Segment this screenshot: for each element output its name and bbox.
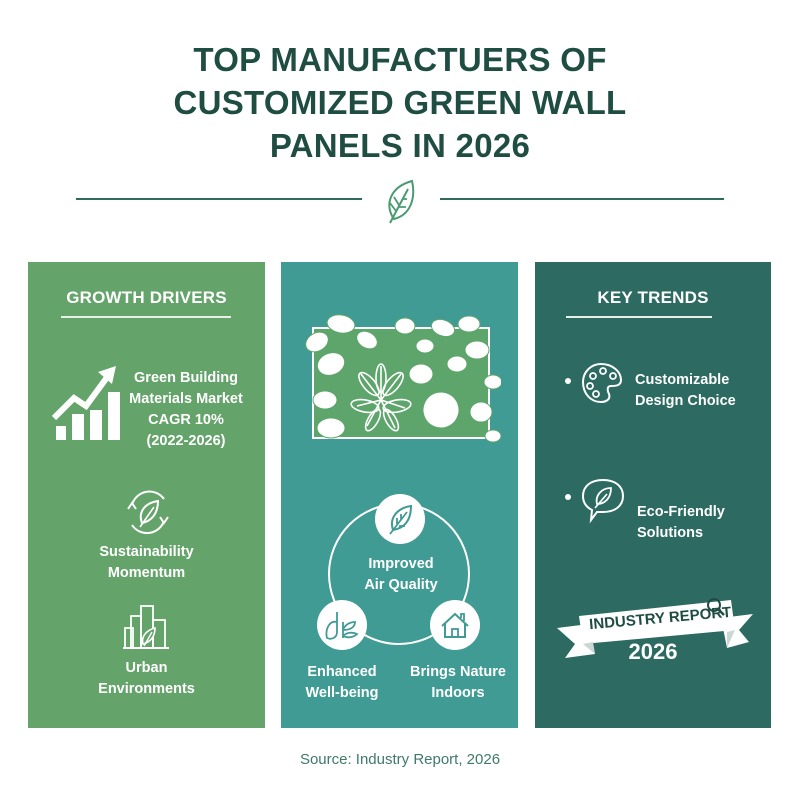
page-title: TOP MANUFACTUERS OF CUSTOMIZED GREEN WAL… [0,38,800,167]
well-being-node [317,600,367,650]
growth-drivers-panel: GROWTH DRIVERS Green Building Materials … [28,262,265,728]
palette-icon [581,362,623,404]
urban-line-1: Urban [125,660,168,676]
bullet [565,494,571,500]
growth-item-urban: Urban Environments [28,658,265,700]
title-line-2: CUSTOMIZED GREEN WALL [173,84,627,121]
house-icon [441,612,469,638]
bullet [565,378,571,384]
source-footnote: Source: Industry Report, 2026 [299,751,501,768]
nature-indoors-line-1: Brings Nature [410,664,506,680]
air-quality-line-2: Air Quality [364,577,438,593]
air-quality-node [375,494,425,544]
bar-chart-growth-icon [52,366,120,440]
speech-bubble-leaf-icon [581,478,625,524]
industry-report-year: 2026 [628,639,678,664]
heading-underline [61,316,231,318]
key-trends-heading: KEY TRENDS [597,288,709,307]
city-buildings-leaf-icon [123,605,169,649]
leaf-icon [388,179,415,224]
recycle-leaf-icon [127,490,169,535]
title-divider-right [440,198,724,200]
lungs-plant-icon [325,612,359,640]
heading-underline [566,316,712,318]
sustainability-line-1: Sustainability [99,544,194,560]
growth-drivers-heading: GROWTH DRIVERS [66,288,227,307]
urban-line-2: Environments [98,681,195,697]
benefit-nature-indoors: Brings Nature Indoors [397,662,519,704]
nature-indoors-line-2: Indoors [431,685,485,701]
title-divider-left [76,198,362,200]
trend-customizable: Customizable Design Choice [635,370,765,412]
market-line-2: Materials Market [129,391,243,407]
key-trends-panel: KEY TRENDS Customizable Design Choice Ec… [535,262,771,728]
eco-friendly-line-2: Solutions [637,525,704,541]
magnifier-icon [707,598,725,616]
customizable-line-2: Design Choice [635,393,736,409]
market-line-3: CAGR 10% [148,412,224,428]
nature-indoors-node [430,600,480,650]
growth-item-market: Green Building Materials Market CAGR 10%… [116,368,256,452]
sustainability-line-2: Momentum [107,565,186,581]
growth-item-sustainability: Sustainability Momentum [28,542,265,584]
benefit-well-being: Enhanced Well-being [281,662,403,704]
customizable-line-1: Customizable [635,372,730,388]
leaf-icon [389,504,413,535]
green-wall-leaves-illustration [305,314,501,443]
eco-friendly-line-1: Eco-Friendly [637,504,725,520]
title-line-1: TOP MANUFACTUERS OF [193,41,607,78]
market-line-4: (2022-2026) [146,433,226,449]
air-quality-line-1: Improved [368,556,434,572]
well-being-line-1: Enhanced [307,664,377,680]
trend-eco-friendly: Eco-Friendly Solutions [637,502,767,544]
well-being-line-2: Well-being [305,685,379,701]
market-line-1: Green Building [134,370,238,386]
industry-report-ribbon [557,600,753,658]
benefit-air-quality: Improved Air Quality [341,554,461,596]
title-line-3: PANELS IN 2026 [269,127,531,164]
benefits-panel: Improved Air Quality Enhanced Well-being… [281,262,518,728]
